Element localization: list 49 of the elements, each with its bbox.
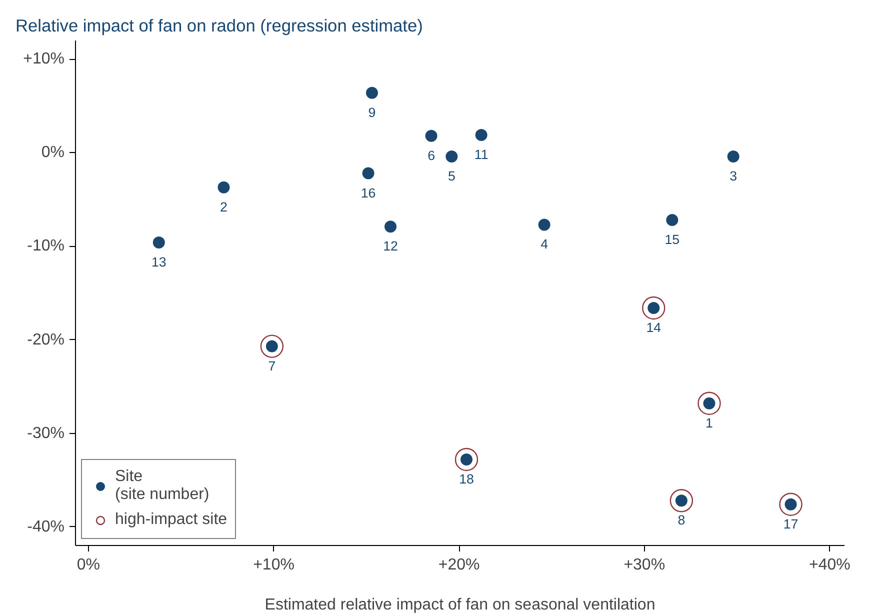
x-tick-label: +20% (438, 556, 480, 574)
annotation: 2 (220, 199, 228, 214)
annotation: 18 (459, 471, 474, 486)
y-tick-label: -20% (27, 331, 65, 348)
annotation: 3 (730, 168, 738, 184)
point (260, 334, 284, 358)
annotation: 14 (646, 320, 662, 335)
annotation: 17 (783, 516, 798, 532)
annotation: 6 (428, 148, 435, 163)
y-tick-label: -40% (27, 518, 65, 536)
point (666, 214, 678, 226)
point (538, 218, 550, 231)
y-tick-label: 0% (41, 144, 64, 162)
point (362, 167, 374, 180)
point (384, 220, 397, 233)
annotation: 15 (664, 232, 680, 248)
annotation: 12 (383, 238, 398, 254)
annotation: 16 (360, 185, 376, 200)
annotation: 9 (368, 104, 376, 120)
point (446, 150, 458, 162)
point (152, 236, 165, 248)
annotation: 1 (706, 415, 713, 430)
point (642, 296, 666, 320)
point (425, 130, 438, 142)
annotation: 8 (678, 512, 686, 528)
point (779, 492, 802, 516)
point (218, 181, 230, 194)
y-tick-label: -30% (27, 424, 65, 442)
legend-label: Site (site number) (115, 468, 210, 504)
annotation: 7 (268, 358, 276, 374)
chart-title: Relative impact of fan on radon (regression estimate) (16, 16, 423, 36)
point (698, 392, 721, 415)
annotation: 5 (448, 168, 456, 184)
point (454, 448, 478, 472)
point (727, 150, 740, 162)
y-tick-label: -10% (27, 238, 65, 255)
x-tick-label: 0% (76, 556, 100, 574)
annotation: 4 (540, 236, 549, 252)
x-tick-label: +30% (624, 556, 666, 574)
legend-label: high-impact site (115, 511, 228, 529)
x-tick-label: +10% (253, 556, 294, 574)
x-tick-label: +40% (808, 556, 850, 574)
x-axis-title: Estimated relative impact of fan on seasonal ventilation (264, 596, 656, 614)
y-tick-label: +10% (23, 50, 65, 68)
point (366, 86, 378, 99)
point (670, 489, 694, 512)
annotation: 13 (151, 254, 166, 270)
point (475, 128, 488, 141)
annotation: 11 (474, 146, 488, 162)
